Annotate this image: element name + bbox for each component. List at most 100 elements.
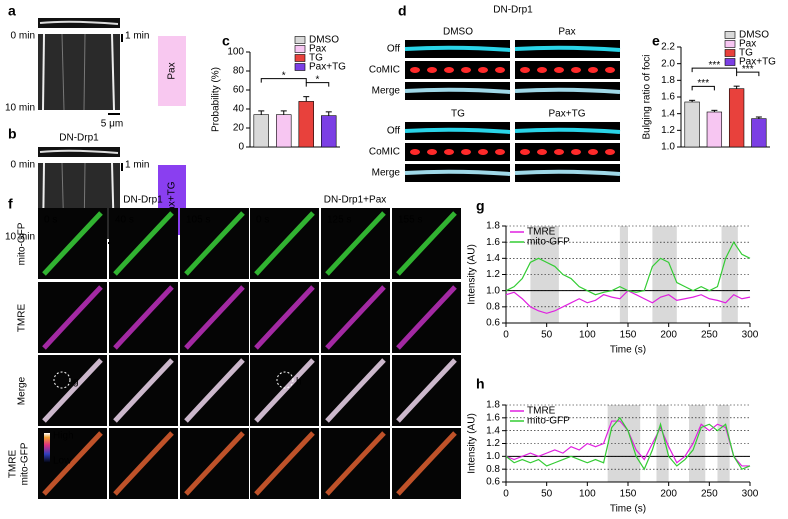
micrograph-feature — [404, 45, 511, 52]
row-label: TMRE — [17, 304, 28, 333]
micrograph-feature — [42, 358, 103, 423]
column-header: Pax+TG — [549, 109, 586, 120]
shaded-region — [721, 226, 738, 323]
y-tick-label: 0.6 — [486, 477, 500, 488]
x-tick-label: 0 — [503, 489, 509, 500]
micrograph-feature — [254, 285, 315, 350]
micrograph-feature — [520, 67, 530, 73]
column-header: TG — [451, 109, 465, 120]
row-label: CoMIC — [369, 147, 400, 158]
bar — [728, 88, 745, 148]
y-tick-label: 1.0 — [661, 142, 675, 153]
row-label: Off — [387, 126, 400, 137]
micrograph-feature — [254, 211, 315, 276]
legend-swatch — [294, 36, 306, 44]
micrograph-feature — [444, 149, 454, 155]
micrograph-feature — [461, 67, 471, 73]
panel-label: a — [8, 3, 16, 19]
legend-label: DMSO — [309, 35, 339, 46]
time-scale: 1 min — [125, 160, 149, 171]
y-tick-label: 1.4 — [661, 108, 675, 119]
shaded-region — [607, 405, 641, 482]
micrograph-feature — [427, 67, 437, 73]
y-tick-label: 0.8 — [486, 301, 500, 312]
colorbar — [44, 433, 50, 463]
bar — [253, 114, 269, 148]
y-tick-label: 1.6 — [486, 412, 500, 423]
row-label: mito-GFP — [20, 442, 31, 485]
panel-title: DN-Drp1 — [59, 133, 99, 144]
micrograph-feature — [478, 149, 488, 155]
legend-label: TMRE — [527, 406, 556, 417]
micrograph-feature — [520, 149, 530, 155]
micrograph-feature — [184, 431, 245, 496]
series-line — [505, 416, 751, 471]
x-tick-label: 0 — [503, 330, 509, 341]
column-header: DMSO — [443, 27, 473, 38]
micrograph-feature — [396, 211, 457, 276]
x-tick-label: 300 — [742, 330, 759, 341]
legend-label: mito-GFP — [527, 237, 570, 248]
micrograph — [515, 61, 620, 79]
legend-label: Pax — [739, 39, 756, 50]
significance-bracket — [305, 82, 330, 87]
micrograph-feature — [404, 87, 511, 94]
group-header: DN-Drp1+Pax — [324, 195, 387, 206]
panel-label: b — [8, 126, 17, 142]
bar — [684, 101, 700, 148]
micrograph-feature — [495, 67, 505, 73]
significance-label: * — [282, 70, 286, 81]
time-label: 155 s — [398, 215, 422, 226]
legend-label: Pax+TG — [739, 57, 776, 68]
y-tick-label: 2.2 — [661, 42, 675, 53]
y-tick-label: 1.0 — [486, 285, 500, 296]
micrograph-feature — [396, 285, 457, 350]
micrograph-feature — [184, 358, 245, 423]
legend-label: Pax — [309, 44, 326, 55]
x-tick-label: 50 — [541, 330, 553, 341]
micrograph-feature — [537, 149, 547, 155]
x-tick-label: 50 — [541, 489, 553, 500]
micrograph-feature — [325, 431, 386, 496]
bar — [298, 101, 314, 148]
roi — [276, 371, 294, 389]
roi-label: g — [73, 377, 79, 388]
panel-label: c — [222, 33, 230, 49]
legend-swatch — [294, 45, 306, 53]
panel-label: e — [652, 33, 660, 49]
time-label: 0 min — [11, 31, 35, 42]
y-tick-label: 20 — [233, 123, 245, 134]
panel-title: DN-Drp1 — [493, 5, 533, 16]
y-tick-label: 1.4 — [486, 425, 500, 436]
y-tick-label: 1.2 — [486, 438, 500, 449]
kymograph-track — [83, 33, 86, 111]
shaded-region — [619, 226, 628, 323]
y-tick-label: 80 — [233, 66, 245, 77]
x-tick-label: 250 — [701, 489, 718, 500]
y-tick-label: 2.0 — [661, 58, 675, 69]
row-label: TMRE — [8, 450, 19, 479]
x-tick-label: 150 — [620, 489, 637, 500]
micrograph-feature — [588, 67, 598, 73]
micrograph-feature — [514, 127, 621, 134]
row-label: mito-GFP — [17, 222, 28, 265]
micrograph — [38, 147, 120, 157]
y-tick-label: 0.6 — [486, 318, 500, 329]
y-axis-label: Intensity (AU) — [467, 413, 478, 474]
x-tick-label: 250 — [701, 330, 718, 341]
significance-bracket — [736, 71, 760, 77]
micrograph-feature — [184, 211, 245, 276]
legend-label: DMSO — [739, 30, 769, 41]
scale-label: 5 μm — [101, 119, 123, 130]
x-axis-label: Time (s) — [610, 504, 646, 515]
kymograph-track — [111, 33, 115, 111]
micrograph-feature — [39, 149, 119, 154]
legend-label: TG — [309, 53, 323, 64]
time-scale: 1 min — [125, 31, 149, 42]
legend-swatch — [724, 58, 736, 66]
legend-swatch — [724, 31, 736, 39]
significance-bracket — [691, 85, 715, 91]
micrograph-feature — [325, 211, 386, 276]
legend-swatch — [294, 63, 306, 71]
legend-swatch — [294, 54, 306, 62]
